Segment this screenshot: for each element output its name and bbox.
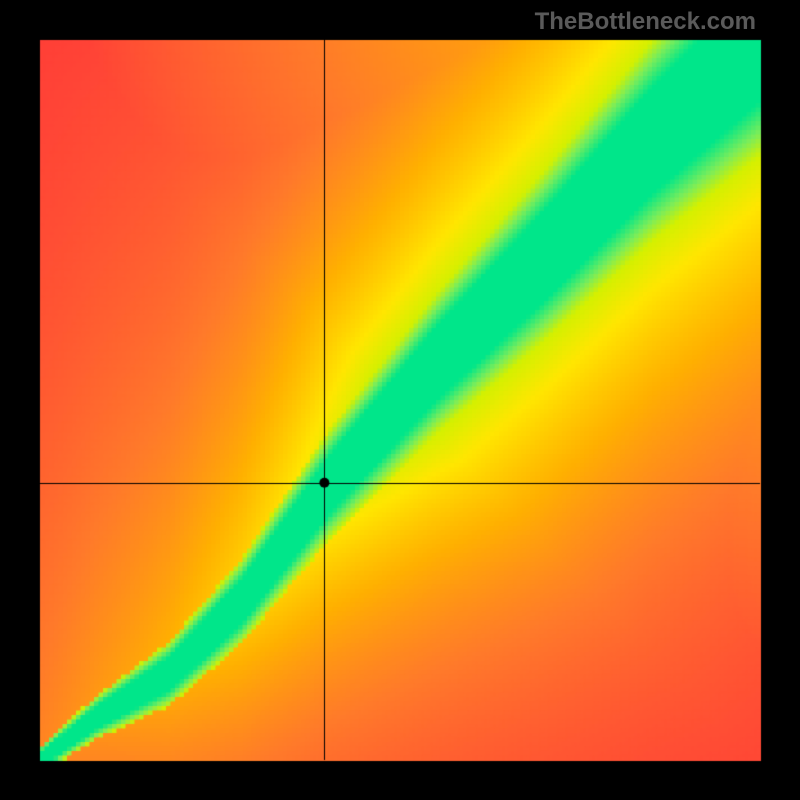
bottleneck-heatmap <box>0 0 800 800</box>
chart-container: TheBottleneck.com <box>0 0 800 800</box>
watermark-text: TheBottleneck.com <box>535 8 756 36</box>
